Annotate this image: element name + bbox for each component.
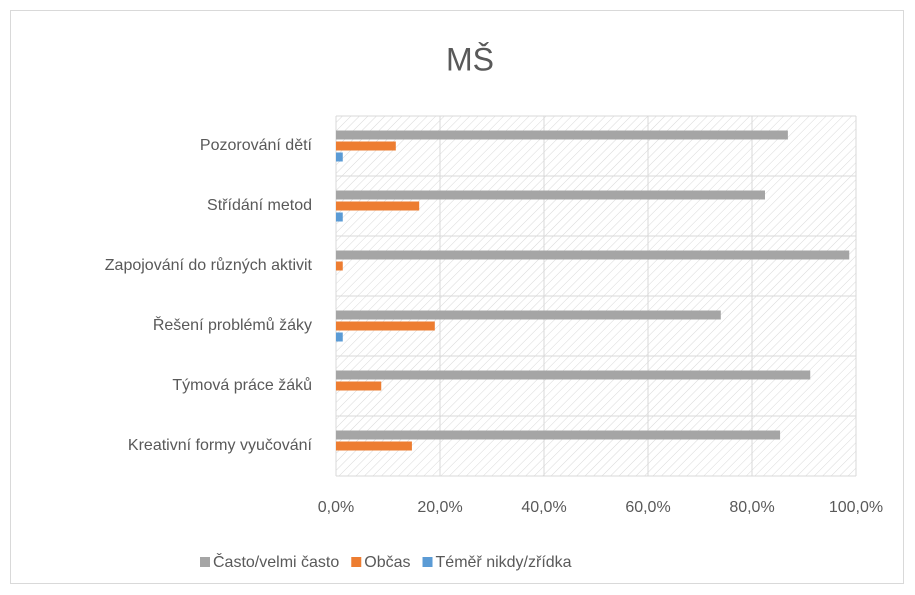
bar — [336, 332, 343, 342]
x-tick-label: 100,0% — [829, 499, 883, 516]
bar — [336, 212, 343, 222]
y-tick-label: Řešení problémů žáky — [153, 315, 312, 334]
legend-label: Občas — [364, 554, 410, 571]
x-tick-label: 60,0% — [625, 499, 670, 516]
chart-title: MŠ — [446, 41, 494, 77]
bar — [336, 141, 396, 151]
bar — [336, 430, 781, 440]
legend-swatch — [422, 557, 433, 567]
bar — [336, 310, 721, 320]
legend-label: Často/velmi často — [213, 552, 339, 571]
bar — [336, 261, 343, 271]
legend-swatch — [351, 557, 362, 567]
y-tick-label: Zapojování do různých aktivit — [105, 256, 313, 274]
x-tick-label: 0,0% — [318, 499, 354, 516]
bar — [336, 370, 811, 380]
y-tick-label: Pozorování dětí — [200, 137, 313, 154]
y-tick-label: Kreativní formy vyučování — [128, 437, 313, 454]
bar — [336, 250, 850, 260]
legend-label: Téměř nikdy/zřídka — [436, 554, 572, 571]
bar — [336, 321, 435, 331]
legend-swatch — [200, 557, 210, 567]
bar — [336, 152, 343, 162]
y-tick-label: Střídání metod — [207, 197, 312, 214]
x-tick-label: 80,0% — [729, 499, 774, 516]
x-tick-label: 40,0% — [521, 499, 566, 516]
bar — [336, 441, 412, 451]
bar — [336, 130, 788, 140]
bar — [336, 190, 765, 200]
bar — [336, 381, 382, 391]
bar — [336, 201, 420, 211]
y-tick-label: Týmová práce žáků — [172, 376, 312, 394]
x-tick-label: 20,0% — [417, 499, 462, 516]
